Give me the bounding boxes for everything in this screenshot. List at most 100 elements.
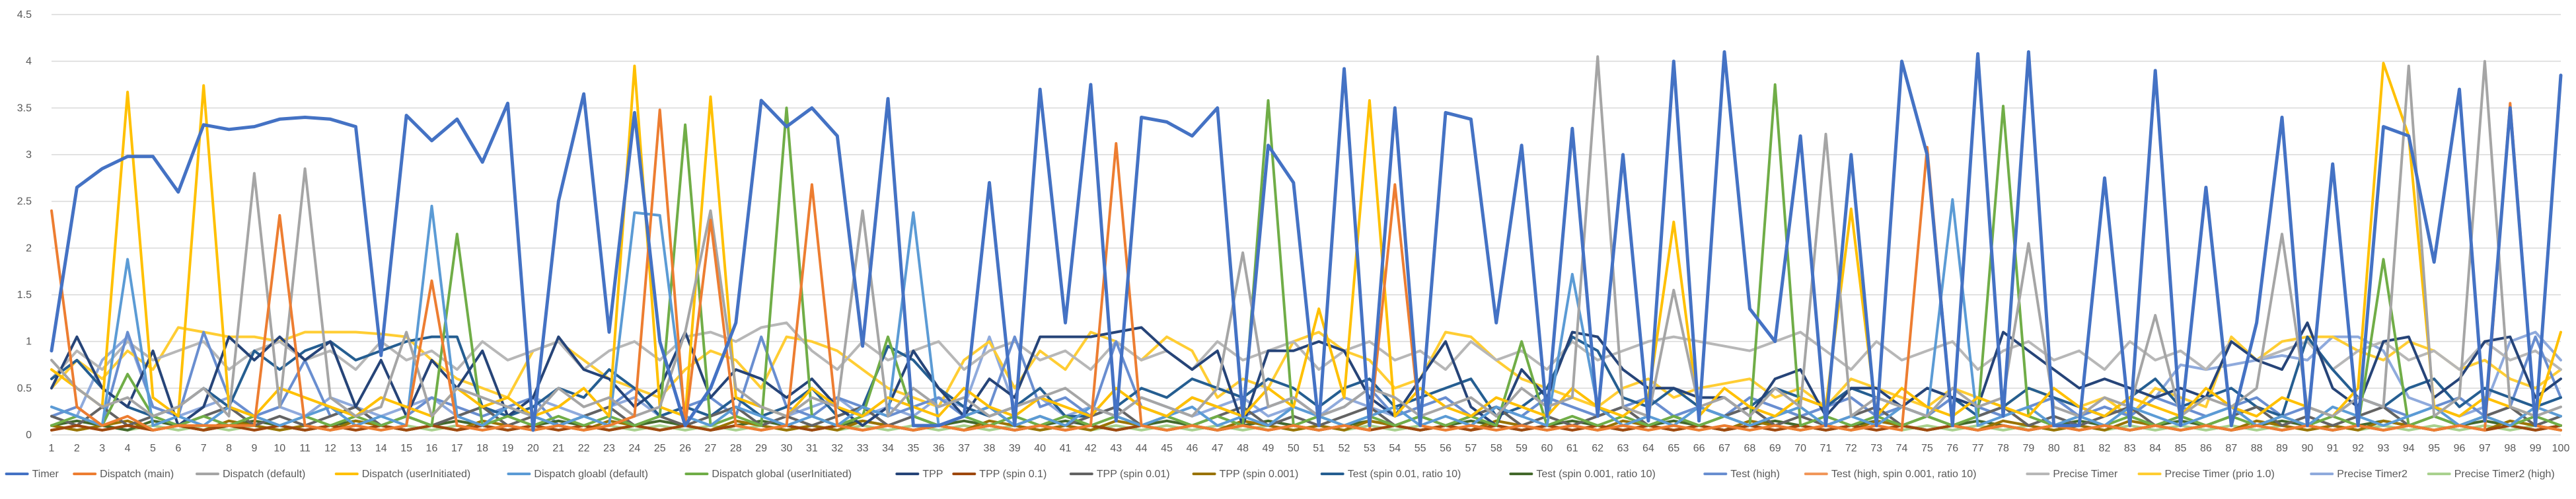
x-tick-label: 35 (907, 443, 919, 454)
y-tick-label: 0.5 (17, 383, 32, 394)
legend-label: TPP (922, 469, 943, 480)
x-tick-label: 32 (831, 443, 843, 454)
legend-item-tpp-spin-0-1: TPP (spin 0.1) (952, 469, 1047, 480)
x-tick-label: 72 (1845, 443, 1857, 454)
x-tick-label: 22 (578, 443, 590, 454)
x-tick-label: 99 (2530, 443, 2542, 454)
legend-label: Precise Timer2 (high) (2454, 469, 2555, 480)
x-tick-label: 60 (1541, 443, 1553, 454)
x-tick-label: 51 (1313, 443, 1325, 454)
x-tick-label: 74 (1896, 443, 1908, 454)
y-tick-label: 0 (26, 430, 32, 441)
legend-label: Dispatch (main) (100, 469, 174, 480)
x-tick-label: 16 (426, 443, 438, 454)
x-tick-label: 75 (1921, 443, 1933, 454)
x-tick-label: 27 (705, 443, 717, 454)
x-tick-label: 82 (2099, 443, 2111, 454)
legend-label: Precise Timer2 (2337, 469, 2408, 480)
x-tick-label: 5 (150, 443, 156, 454)
legend-label: Test (spin 0.001, ratio 10) (1536, 469, 1656, 480)
x-tick-label: 77 (1972, 443, 1984, 454)
x-tick-label: 94 (2403, 443, 2415, 454)
legend: Timer Dispatch (main) Dispatch (default) Di… (5, 469, 2555, 480)
legend-item-dispatch-userinitiated: Dispatch (userInitiated) (334, 469, 471, 480)
x-tick-label: 30 (781, 443, 793, 454)
legend-label: TPP (spin 0.01) (1097, 469, 1170, 480)
x-tick-label: 59 (1516, 443, 1527, 454)
x-tick-label: 19 (502, 443, 514, 454)
x-tick-label: 84 (2149, 443, 2161, 454)
x-tick-label: 39 (1009, 443, 1021, 454)
legend-label: Precise Timer (2053, 469, 2117, 480)
x-tick-label: 68 (1744, 443, 1755, 454)
x-tick-label: 45 (1161, 443, 1173, 454)
x-tick-label: 95 (2428, 443, 2440, 454)
x-tick-label: 61 (1566, 443, 1578, 454)
x-tick-label: 53 (1364, 443, 1376, 454)
legend-item-dispatch-default: Dispatch (default) (195, 469, 305, 480)
legend-label: Dispatch (userInitiated) (362, 469, 471, 480)
x-tick-label: 88 (2251, 443, 2263, 454)
x-tick-label: 10 (274, 443, 285, 454)
x-tick-label: 15 (400, 443, 412, 454)
x-tick-label: 78 (1997, 443, 2009, 454)
x-tick-label: 52 (1339, 443, 1350, 454)
x-tick-label: 73 (1870, 443, 1882, 454)
x-tick-label: 87 (2225, 443, 2237, 454)
series-line-timer (50, 50, 2563, 432)
x-tick-label: 38 (984, 443, 996, 454)
x-tick-label: 69 (1769, 443, 1781, 454)
x-tick-label: 66 (1693, 443, 1705, 454)
y-tick-label: 4.5 (17, 9, 32, 20)
legend-item-test-high-spin-0-001-ratio-10: Test (high, spin 0.001, ratio 10) (1804, 469, 1977, 480)
x-tick-label: 24 (628, 443, 640, 454)
x-tick-label: 4 (125, 443, 131, 454)
x-tick-label: 9 (251, 443, 257, 454)
series-line-dispatch-main (50, 102, 2562, 432)
x-tick-label: 47 (1212, 443, 1224, 454)
legend-item-test-high: Test (high) (1703, 469, 1780, 480)
legend-item-tpp-spin-0-001: TPP (spin 0.001) (1192, 469, 1298, 480)
x-tick-label: 46 (1186, 443, 1198, 454)
x-tick-label: 14 (375, 443, 387, 454)
x-tick-label: 21 (552, 443, 564, 454)
legend-item-test-spin-0-001-ratio-10: Test (spin 0.001, ratio 10) (1509, 469, 1656, 480)
axes: 00.511.522.533.544.51 2 3 4 5 6 7 8 9 10 11 12 13 14 1… (17, 9, 2570, 454)
gridlines (52, 14, 2561, 436)
x-tick-label: 71 (1820, 443, 1832, 454)
legend-label: Precise Timer (prio 1.0) (2165, 469, 2275, 480)
x-tick-label: 41 (1060, 443, 1072, 454)
legend-label: Dispatch gloabl (default) (534, 469, 648, 480)
series-line-dispatch-default (50, 55, 2562, 418)
legend-item-precise-timer2-high: Precise Timer2 (high) (2427, 469, 2555, 480)
x-tick-label: 55 (1415, 443, 1426, 454)
legend-item-dispatch-main: Dispatch (main) (73, 469, 174, 480)
x-tick-label: 28 (730, 443, 742, 454)
x-tick-label: 1 (49, 443, 55, 454)
x-tick-label: 97 (2479, 443, 2491, 454)
y-tick-label: 2.5 (17, 196, 32, 208)
x-tick-label: 86 (2200, 443, 2212, 454)
series-line-dispatch-userinitiated (50, 61, 2562, 418)
y-tick-label: 1.5 (17, 289, 32, 301)
x-tick-label: 93 (2378, 443, 2390, 454)
x-tick-label: 29 (755, 443, 767, 454)
x-tick-label: 70 (1794, 443, 1806, 454)
legend-item-dispatch-global-userinitiated: Dispatch global (userInitiated) (684, 469, 852, 480)
y-tick-label: 1 (26, 336, 32, 348)
x-tick-label: 100 (2552, 443, 2570, 454)
x-tick-label: 17 (451, 443, 463, 454)
series-lines (50, 50, 2563, 432)
series-line-tpp (50, 321, 2562, 427)
x-tick-label: 26 (679, 443, 691, 454)
x-tick-label: 20 (527, 443, 539, 454)
x-tick-label: 6 (175, 443, 181, 454)
x-tick-label: 36 (933, 443, 945, 454)
x-tick-label: 42 (1085, 443, 1097, 454)
legend-item-tpp-spin-0-01: TPP (spin 0.01) (1069, 469, 1170, 480)
series-line-dispatch-gloabl-default (50, 198, 2562, 427)
x-tick-label: 63 (1617, 443, 1629, 454)
x-tick-label: 44 (1136, 443, 1148, 454)
